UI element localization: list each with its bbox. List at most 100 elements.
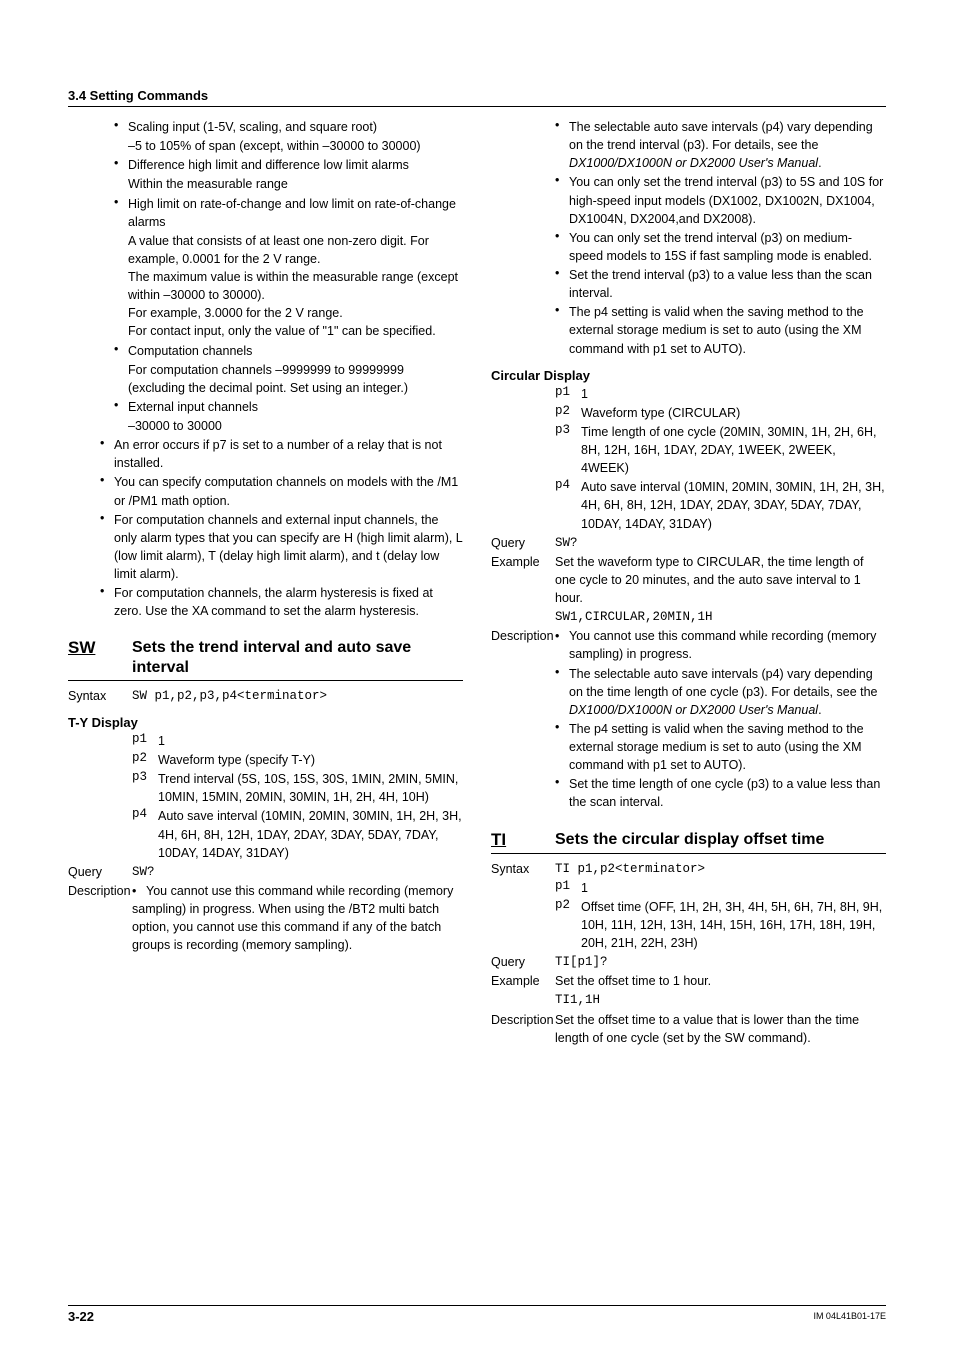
- param-key: p2: [555, 898, 581, 952]
- bullet-text: The p4 setting is valid when the saving …: [569, 720, 886, 774]
- sub-text: For computation channels –9999999 to 999…: [68, 361, 463, 397]
- bullet-icon: •: [555, 266, 569, 302]
- bullet-text: Set the trend interval (p3) to a value l…: [569, 266, 886, 302]
- circular-display-heading: Circular Display: [491, 368, 886, 383]
- query-value: TI[p1]?: [555, 953, 886, 971]
- param-value: Auto save interval (10MIN, 20MIN, 30MIN,…: [158, 807, 463, 861]
- param-value: 1: [581, 385, 886, 403]
- example-code: SW1,CIRCULAR,20MIN,1H: [555, 608, 886, 626]
- bullet-icon: •: [100, 584, 114, 620]
- param-key: p2: [555, 404, 581, 422]
- param-value: 1: [158, 732, 463, 750]
- bullet-icon: •: [114, 342, 128, 360]
- bullet-text: An error occurs if p7 is set to a number…: [114, 436, 463, 472]
- ty-display-heading: T-Y Display: [68, 715, 463, 730]
- bullet-icon: •: [555, 627, 569, 663]
- page-footer: 3-22 IM 04L41B01-17E: [68, 1305, 886, 1324]
- bullet-icon: •: [555, 665, 569, 719]
- example-text: Set the offset time to 1 hour.: [555, 972, 886, 990]
- sub-text: –30000 to 30000: [68, 417, 463, 435]
- param-value: Time length of one cycle (20MIN, 30MIN, …: [581, 423, 886, 477]
- bullet-icon: •: [555, 173, 569, 227]
- right-column: •The selectable auto save intervals (p4)…: [491, 117, 886, 1048]
- param-value: Trend interval (5S, 10S, 15S, 30S, 1MIN,…: [158, 770, 463, 806]
- description-text: •You cannot use this command while recor…: [132, 882, 463, 955]
- example-label: Example: [491, 553, 555, 607]
- command-sw: SW Sets the trend interval and auto save…: [68, 638, 463, 954]
- sub-text: A value that consists of at least one no…: [68, 232, 463, 268]
- sub-text: Within the measurable range: [68, 175, 463, 193]
- param-key: p3: [132, 770, 158, 806]
- syntax-value: TI p1,p2<terminator>: [555, 860, 886, 878]
- page-number: 3-22: [68, 1309, 94, 1324]
- document-id: IM 04L41B01-17E: [813, 1309, 886, 1324]
- left-column: •Scaling input (1-5V, scaling, and squar…: [68, 117, 463, 1048]
- bullet-text: Set the time length of one cycle (p3) to…: [569, 775, 886, 811]
- param-key: p1: [555, 879, 581, 897]
- command-code: SW: [68, 638, 132, 676]
- command-title: Sets the circular display offset time: [555, 830, 824, 850]
- param-key: p3: [555, 423, 581, 477]
- param-value: 1: [581, 879, 886, 897]
- bullet-text: The selectable auto save intervals (p4) …: [569, 665, 886, 719]
- bullet-text: Difference high limit and difference low…: [128, 156, 463, 174]
- query-value: SW?: [132, 863, 463, 881]
- content-columns: •Scaling input (1-5V, scaling, and squar…: [68, 117, 886, 1048]
- query-value: SW?: [555, 534, 886, 552]
- param-value: Auto save interval (10MIN, 20MIN, 30MIN,…: [581, 478, 886, 532]
- param-key: p1: [555, 385, 581, 403]
- bullet-icon: •: [100, 511, 114, 584]
- example-code: TI1,1H: [555, 991, 886, 1009]
- bullet-icon: •: [555, 303, 569, 357]
- sub-text: For example, 3.0000 for the 2 V range.: [68, 304, 463, 322]
- section-header: 3.4 Setting Commands: [68, 88, 886, 107]
- bullet-icon: •: [100, 436, 114, 472]
- param-key: p4: [132, 807, 158, 861]
- query-label: Query: [491, 953, 555, 971]
- param-key: p1: [132, 732, 158, 750]
- param-key: p4: [555, 478, 581, 532]
- param-value: Offset time (OFF, 1H, 2H, 3H, 4H, 5H, 6H…: [581, 898, 886, 952]
- param-value: Waveform type (specify T-Y): [158, 751, 463, 769]
- bullet-icon: •: [114, 118, 128, 136]
- bullet-icon: •: [100, 473, 114, 509]
- bullet-text: Scaling input (1-5V, scaling, and square…: [128, 118, 463, 136]
- description-label: Description: [491, 627, 555, 663]
- param-value: Waveform type (CIRCULAR): [581, 404, 886, 422]
- description-label: Description: [491, 1011, 555, 1047]
- example-label: Example: [491, 972, 555, 990]
- command-ti: TI Sets the circular display offset time…: [491, 830, 886, 1047]
- sub-text: –5 to 105% of span (except, within –3000…: [68, 137, 463, 155]
- bullet-text: The p4 setting is valid when the saving …: [569, 303, 886, 357]
- bullet-icon: •: [555, 720, 569, 774]
- bullet-icon: •: [114, 398, 128, 416]
- bullet-icon: •: [555, 118, 569, 172]
- bullet-text: High limit on rate-of-change and low lim…: [128, 195, 463, 231]
- syntax-label: Syntax: [491, 860, 555, 878]
- command-code: TI: [491, 830, 555, 850]
- bullet-icon: •: [114, 156, 128, 174]
- bullet-text: For computation channels, the alarm hyst…: [114, 584, 463, 620]
- sub-text: For contact input, only the value of "1"…: [68, 322, 463, 340]
- sub-text: The maximum value is within the measurab…: [68, 268, 463, 304]
- bullet-text: You can specify computation channels on …: [114, 473, 463, 509]
- description-text: Set the offset time to a value that is l…: [555, 1011, 886, 1047]
- bullet-text: For computation channels and external in…: [114, 511, 463, 584]
- example-text: Set the waveform type to CIRCULAR, the t…: [555, 553, 886, 607]
- bullet-text: You can only set the trend interval (p3)…: [569, 229, 886, 265]
- query-label: Query: [68, 863, 132, 881]
- bullet-icon: •: [555, 229, 569, 265]
- query-label: Query: [491, 534, 555, 552]
- bullet-icon: •: [555, 775, 569, 811]
- bullet-text: You can only set the trend interval (p3)…: [569, 173, 886, 227]
- description-label: Description: [68, 882, 132, 955]
- syntax-value: SW p1,p2,p3,p4<terminator>: [132, 687, 463, 705]
- command-title: Sets the trend interval and auto save in…: [132, 638, 463, 676]
- bullet-icon: •: [114, 195, 128, 231]
- bullet-text: The selectable auto save intervals (p4) …: [569, 118, 886, 172]
- bullet-text: Computation channels: [128, 342, 463, 360]
- bullet-text: External input channels: [128, 398, 463, 416]
- bullet-text: You cannot use this command while record…: [569, 627, 886, 663]
- param-key: p2: [132, 751, 158, 769]
- syntax-label: Syntax: [68, 687, 132, 705]
